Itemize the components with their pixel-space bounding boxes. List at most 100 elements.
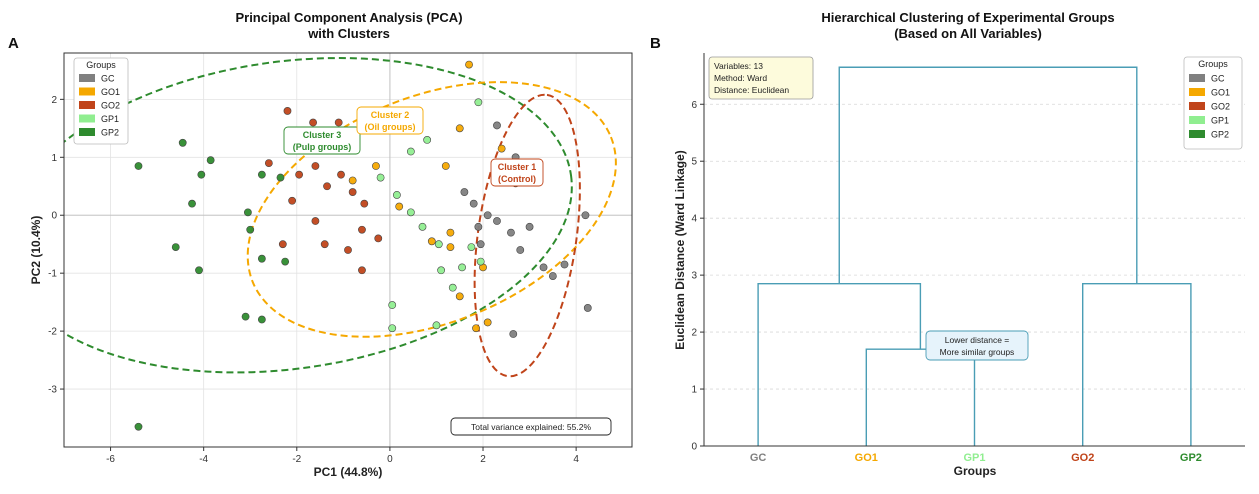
pca-y-tick-label: -2 (48, 327, 57, 338)
dendrogram-link (1082, 282, 1192, 446)
dendrogram-ticks: 0 1 2 3 4 5 6 GC GO1 GP1 GO2 GP2 (691, 100, 1201, 464)
pca-x-tick-label: 4 (573, 454, 579, 465)
dendrogram-legend: Groups GC GO1 GO2 GP1 GP2 (1183, 56, 1243, 150)
cluster-2-annotation: Cluster 2 (Oil groups) (356, 106, 424, 135)
pca-point-gp1 (467, 243, 476, 252)
cluster-3-annotation: Cluster 3 (Pulp groups) (283, 126, 361, 155)
pca-point-gp2 (188, 199, 196, 208)
cluster-2-label: Cluster 2 (371, 110, 410, 120)
similarity-callout: Lower distance = More similar groups (925, 330, 1029, 361)
dendrogram-leaf-label: GC (750, 452, 767, 464)
pca-point-gp1 (476, 257, 485, 266)
cluster-1-annotation: Cluster 1 (Control) (490, 158, 544, 187)
variance-note-text: Total variance explained: 55.2% (471, 422, 591, 432)
variance-note: Total variance explained: 55.2% (450, 417, 612, 436)
callout-line-1: Lower distance = (945, 335, 1010, 345)
cluster-ellipse-1 (64, 57, 573, 374)
pca-panel: A Principal Component Analysis (PCA) wit… (8, 10, 633, 479)
pca-point-gp2 (281, 257, 290, 266)
pca-point-gp1 (432, 321, 441, 330)
panel-a-letter: A (8, 35, 19, 52)
dendrogram-legend-swatch (1189, 88, 1205, 96)
pca-point-gc (483, 211, 492, 220)
dendrogram-legend-label: GP1 (1211, 116, 1229, 126)
pca-point-gp1 (418, 222, 427, 231)
dendrogram-x-axis-label: Groups (954, 464, 997, 478)
pca-point-gc (509, 330, 518, 338)
dendrogram-leaf-label: GP2 (1180, 452, 1202, 464)
pca-point-go2 (264, 159, 273, 167)
pca-point-gp2 (246, 225, 255, 234)
info-distance: Distance: Euclidean (714, 85, 789, 95)
pca-point-go2 (320, 240, 329, 249)
pca-point-gc (548, 272, 557, 280)
pca-point-go1 (455, 292, 464, 301)
pca-x-axis-label: PC1 (44.8%) (314, 465, 383, 479)
pca-x-tick-label: -6 (106, 454, 115, 465)
dendrogram-legend-swatch (1189, 102, 1205, 110)
pca-legend-label: GP1 (101, 114, 119, 124)
dendrogram-leaf-label: GP1 (963, 452, 985, 464)
pca-y-tick-label: 1 (51, 153, 57, 164)
pca-point-gp1 (423, 136, 432, 144)
pca-point-gp2 (244, 208, 252, 217)
pca-point-gc (507, 228, 515, 237)
dendrogram-legend-title: Groups (1198, 59, 1228, 69)
pca-point-go2 (344, 246, 352, 254)
pca-point-go1 (446, 243, 455, 252)
dendrogram-y-tick-label: 2 (691, 328, 697, 339)
dendrogram-y-tick-label: 6 (691, 100, 697, 111)
pca-legend-swatch (79, 128, 95, 136)
pca-legend: Groups GC GO1 GO2 GP1 GP2 (73, 57, 129, 145)
pca-point-go1 (472, 324, 480, 333)
dendrogram-info-box: Variables: 13 Method: Ward Distance: Euc… (708, 56, 814, 100)
pca-point-gc (469, 199, 478, 208)
pca-point-gc (581, 211, 590, 220)
pca-point-gp1 (406, 147, 415, 156)
pca-x-tick-label: 2 (480, 454, 486, 465)
cluster-2-sublabel: (Oil groups) (365, 122, 416, 132)
dendrogram-panel: B Hierarchical Clustering of Experimenta… (650, 10, 1245, 478)
pca-point-go2 (311, 162, 320, 170)
dendrogram-y-tick-label: 0 (691, 442, 697, 453)
callout-line-2: More similar groups (940, 347, 1015, 357)
dendrogram-link (838, 66, 1138, 284)
pca-point-gp1 (437, 266, 446, 275)
cluster-3-sublabel: (Pulp groups) (293, 142, 352, 152)
dendrogram-title: Hierarchical Clustering of Experimental … (821, 10, 1114, 25)
dendrogram-link (865, 348, 976, 446)
pca-y-tick-label: 0 (51, 211, 57, 222)
pca-point-gp2 (241, 312, 250, 321)
cluster-1-sublabel: (Control) (498, 174, 536, 184)
pca-point-go1 (483, 318, 492, 327)
pca-point-gp1 (376, 173, 385, 182)
pca-legend-label: GO1 (101, 87, 120, 97)
pca-point-go1 (441, 162, 450, 170)
pca-point-go1 (427, 237, 436, 246)
pca-point-gp2 (134, 422, 143, 431)
pca-point-gc (493, 217, 501, 225)
dendrogram-legend-label: GP2 (1211, 130, 1229, 140)
dendrogram-legend-label: GC (1211, 74, 1225, 84)
pca-point-go1 (348, 176, 357, 185)
dendrogram-legend-swatch (1189, 116, 1205, 124)
pca-point-gp1 (448, 283, 457, 292)
pca-subtitle: with Clusters (307, 26, 390, 41)
pca-point-go2 (348, 188, 357, 196)
pca-point-go2 (295, 170, 304, 179)
pca-legend-swatch (79, 114, 95, 123)
dendrogram-leaf-label: GO2 (1071, 452, 1094, 464)
cluster-ellipse-2 (246, 81, 617, 338)
dendrogram-y-tick-label: 3 (691, 271, 697, 282)
dendrogram-link (757, 282, 922, 446)
pca-cluster-annotations: Cluster 3 (Pulp groups) Cluster 2 (Oil g… (283, 106, 544, 187)
dendrogram-subtitle: (Based on All Variables) (894, 26, 1042, 41)
dendrogram-legend-swatch (1189, 130, 1205, 138)
pca-point-gp2 (257, 315, 266, 324)
pca-point-gc (560, 260, 569, 269)
pca-point-gc (525, 222, 534, 231)
pca-legend-title: Groups (86, 60, 116, 70)
pca-x-tick-label: -2 (292, 454, 301, 465)
pca-point-go2 (309, 118, 317, 127)
pca-point-gp2 (257, 254, 266, 263)
